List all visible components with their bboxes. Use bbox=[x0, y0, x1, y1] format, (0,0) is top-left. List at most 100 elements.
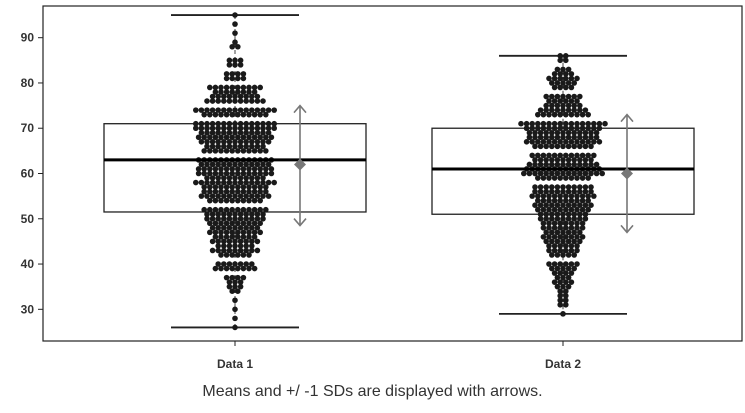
data-point bbox=[204, 98, 210, 104]
data-point bbox=[232, 179, 238, 186]
data-point bbox=[243, 129, 249, 136]
data-point bbox=[537, 107, 544, 113]
data-point bbox=[209, 139, 216, 145]
data-point bbox=[560, 170, 566, 177]
data-point bbox=[582, 170, 589, 177]
data-point bbox=[577, 202, 583, 208]
data-point bbox=[549, 102, 555, 109]
sd-arrow-head-up bbox=[293, 104, 307, 114]
data-point bbox=[209, 193, 216, 199]
data-point bbox=[543, 229, 549, 236]
data-point bbox=[207, 134, 213, 141]
boxplot-beeswarm-chart: 30 40 50 60 70 80 90 Data 1 Data 2 bbox=[21, 5, 743, 371]
data-point bbox=[243, 120, 249, 127]
data-point bbox=[232, 315, 238, 322]
data-point bbox=[560, 265, 566, 272]
data-point bbox=[240, 265, 247, 272]
data-point bbox=[532, 134, 538, 141]
data-point bbox=[540, 225, 547, 231]
data-point bbox=[523, 120, 530, 127]
data-point bbox=[549, 229, 555, 236]
data-point bbox=[215, 238, 221, 245]
data-point bbox=[571, 143, 577, 150]
data-point bbox=[237, 107, 244, 113]
data-point bbox=[229, 170, 235, 177]
data-point bbox=[218, 234, 224, 240]
data-point bbox=[229, 288, 235, 295]
data-point bbox=[537, 170, 544, 177]
data-point bbox=[554, 274, 561, 281]
data-point bbox=[591, 120, 597, 127]
data-point bbox=[532, 184, 538, 190]
data-point bbox=[201, 184, 207, 190]
data-point bbox=[271, 179, 278, 186]
data-point bbox=[232, 12, 238, 18]
data-point bbox=[195, 134, 202, 141]
data-point bbox=[254, 143, 261, 150]
data-point bbox=[554, 265, 561, 272]
data-point bbox=[246, 197, 252, 204]
data-point bbox=[232, 324, 238, 331]
data-point bbox=[201, 206, 207, 213]
data-point bbox=[585, 139, 591, 145]
data-point bbox=[571, 184, 577, 190]
data-point bbox=[229, 234, 235, 240]
data-point bbox=[223, 75, 230, 82]
data-point bbox=[568, 111, 575, 118]
data-point bbox=[588, 188, 594, 195]
data-point bbox=[218, 252, 224, 258]
data-point bbox=[212, 89, 219, 95]
data-point bbox=[563, 247, 569, 254]
data-point bbox=[560, 80, 566, 86]
data-point bbox=[554, 283, 561, 290]
data-point bbox=[540, 152, 547, 159]
mean-diamond bbox=[294, 158, 306, 171]
data-point bbox=[565, 80, 572, 86]
data-point bbox=[568, 234, 575, 240]
data-point bbox=[223, 229, 230, 236]
data-point bbox=[201, 166, 207, 172]
data-point bbox=[237, 93, 244, 100]
data-point bbox=[232, 193, 238, 199]
data-point bbox=[229, 197, 235, 204]
data-point bbox=[243, 139, 249, 145]
data-point bbox=[246, 170, 252, 177]
data-point bbox=[563, 288, 569, 295]
data-point bbox=[523, 139, 530, 145]
data-point bbox=[568, 125, 575, 132]
data-point bbox=[235, 166, 241, 172]
data-point bbox=[229, 84, 235, 91]
data-point bbox=[232, 107, 238, 113]
data-point bbox=[588, 129, 594, 136]
data-point bbox=[249, 175, 255, 181]
data-point bbox=[546, 125, 552, 132]
data-point bbox=[554, 202, 561, 208]
data-point bbox=[229, 229, 235, 236]
data-point bbox=[209, 98, 216, 104]
data-point bbox=[582, 157, 589, 163]
data-point bbox=[574, 193, 580, 199]
data-point bbox=[246, 134, 252, 141]
data-point bbox=[554, 161, 561, 168]
data-point bbox=[557, 152, 563, 159]
data-point bbox=[554, 157, 561, 163]
data-point bbox=[212, 184, 219, 190]
data-point bbox=[246, 220, 252, 227]
data-point bbox=[549, 143, 555, 150]
data-point bbox=[568, 152, 575, 159]
data-point bbox=[215, 120, 221, 127]
data-point bbox=[240, 84, 247, 91]
data-point bbox=[229, 43, 235, 50]
data-point bbox=[260, 211, 266, 218]
data-point bbox=[246, 229, 252, 236]
data-point bbox=[549, 129, 555, 136]
data-point bbox=[540, 139, 547, 145]
data-point bbox=[265, 193, 272, 199]
data-point bbox=[240, 71, 247, 77]
data-point bbox=[198, 139, 205, 145]
data-point bbox=[226, 215, 233, 222]
data-point bbox=[232, 279, 238, 285]
data-point bbox=[549, 157, 555, 163]
data-point bbox=[526, 170, 533, 177]
data-point bbox=[568, 197, 575, 204]
